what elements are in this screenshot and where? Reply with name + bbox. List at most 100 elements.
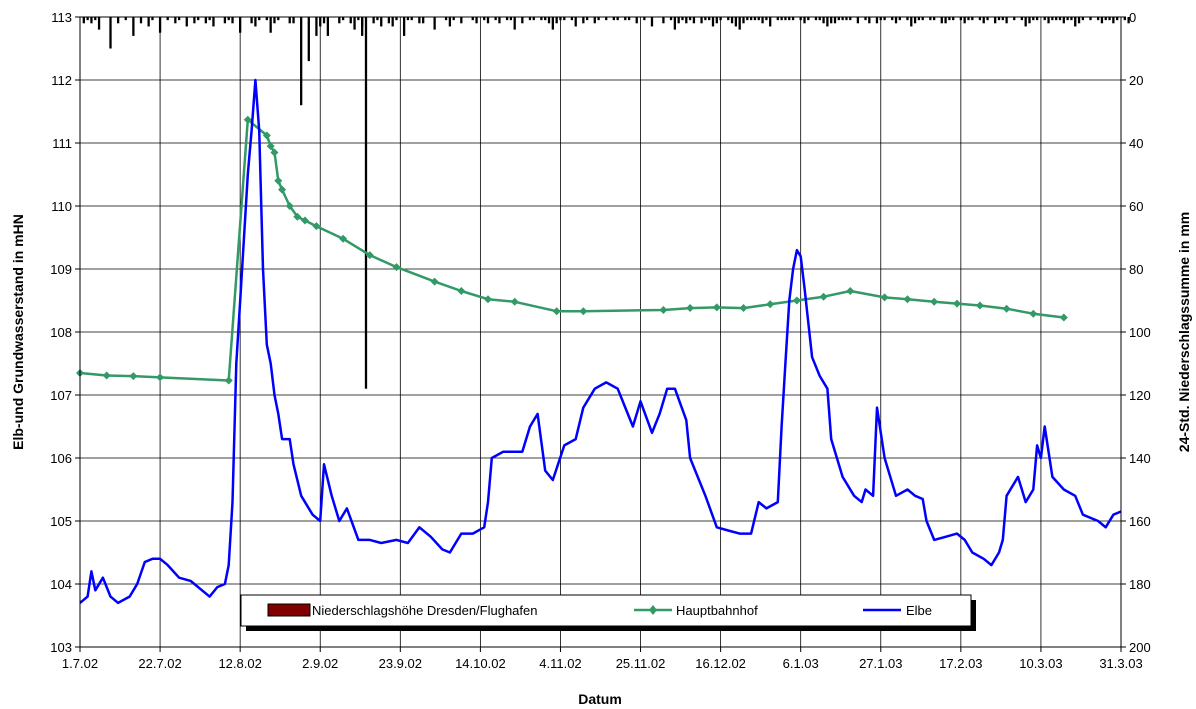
precip-bar [868,17,871,24]
precip-bar [856,17,860,24]
precip-bar [1108,17,1111,21]
precip-bar [353,17,356,30]
precip-bar [605,17,608,21]
precip-bar [505,17,509,21]
precip-bar [929,17,932,21]
precip-bar [1116,17,1119,21]
precip-bar [498,17,501,24]
precip-bar [166,17,169,21]
x-tick-label: 25.11.02 [616,656,666,671]
hauptbahnhof-point [224,376,233,385]
y-right-tick-labels: 0 20 40 60 80 100 120 140 160 180 200 [1129,10,1151,655]
precip-bar [673,17,677,30]
precip-bar [879,17,882,21]
precip-bar [258,17,261,21]
hauptbahnhof-point [270,148,279,157]
x-tick-label: 27.1.03 [859,656,902,671]
precip-bar [197,17,200,21]
precip-bar [319,17,322,27]
y-right-tick-label: 40 [1129,136,1143,151]
precip-bar [944,17,947,24]
precip-bar [818,17,821,21]
precip-bar [1104,17,1107,21]
precip-bar [147,17,150,27]
y-left-tick-label: 103 [50,640,72,655]
precip-bar [494,17,497,21]
precip-bar [1032,17,1035,21]
hauptbahnhof-point [552,307,561,316]
precip-bar [513,17,516,30]
precip-bar [460,17,463,24]
precip-bar [917,17,921,21]
hauptbahnhof-point [510,297,519,306]
y-left-tick-label: 105 [50,514,72,529]
precip-bar [826,17,829,27]
precip-bar [570,17,574,21]
precip-bar [593,17,596,24]
precip-bar [799,17,802,21]
precip-bar [364,17,368,389]
y-left-tick-label: 104 [50,577,72,592]
y-right-tick-label: 100 [1129,325,1151,340]
precip-bar [624,17,627,21]
precip-bar [765,17,768,21]
precip-bar [227,17,230,21]
y-left-tick-labels: 103 104 105 106 107 108 109 110 111 112 113 [50,10,72,655]
precip-bar [341,17,345,21]
precip-bar [994,17,997,24]
precip-bar [1013,17,1016,21]
precip-bar [784,17,787,21]
hauptbahnhof-point [339,234,348,243]
precip-bar [913,17,917,24]
y-right-tick-label: 180 [1129,577,1151,592]
precip-bar [1024,17,1027,27]
hauptbahnhof-point [1029,309,1038,318]
precip-bar [177,17,181,21]
hauptbahnhof-point [430,277,439,286]
legend-precip-swatch [267,603,311,617]
precip-bar [952,17,955,21]
precip-bar [395,17,398,21]
precip-bar [250,17,253,24]
precip-bar [90,17,93,24]
precip-bar [681,17,684,21]
hauptbahnhof-point [262,131,271,140]
precip-bar [727,17,730,21]
precip-bar [730,17,734,24]
precipitation-bars [82,17,1130,389]
precip-bar [563,17,566,21]
precip-bar [109,17,112,49]
precip-bar [749,17,753,21]
y-right-tick-label: 60 [1129,199,1143,214]
precip-bar [715,17,718,24]
precip-bar [967,17,970,21]
y-left-tick-label: 110 [51,199,72,214]
y-right-tick-label: 20 [1129,73,1143,88]
y-left-tick-label: 106 [50,451,72,466]
precip-bar [116,17,120,24]
precip-bar [978,17,982,21]
precip-bar [555,17,558,24]
precip-bar [1051,17,1054,21]
precip-bar [910,17,913,27]
x-tick-label: 12.8.02 [218,656,261,671]
precip-bar [231,17,234,24]
precip-bar [734,17,738,27]
precip-bar [1043,17,1046,21]
legend: Niederschlagshöhe Dresden/Flughafen Haup… [240,594,976,631]
x-tick-label: 16.12.02 [695,656,746,671]
x-tick-label: 2.9.02 [302,656,338,671]
precip-bar [292,17,295,24]
hauptbahnhof-point [484,295,493,304]
hauptbahnhof-point [293,212,302,221]
precip-bar [265,17,268,21]
hauptbahnhof-point [579,307,588,316]
precip-bar [708,17,711,21]
precip-bar [307,17,310,62]
precip-bar [761,17,764,24]
precip-bar [971,17,974,21]
precip-bar [315,17,318,36]
precip-bar [361,17,364,36]
precip-bar [883,17,886,21]
